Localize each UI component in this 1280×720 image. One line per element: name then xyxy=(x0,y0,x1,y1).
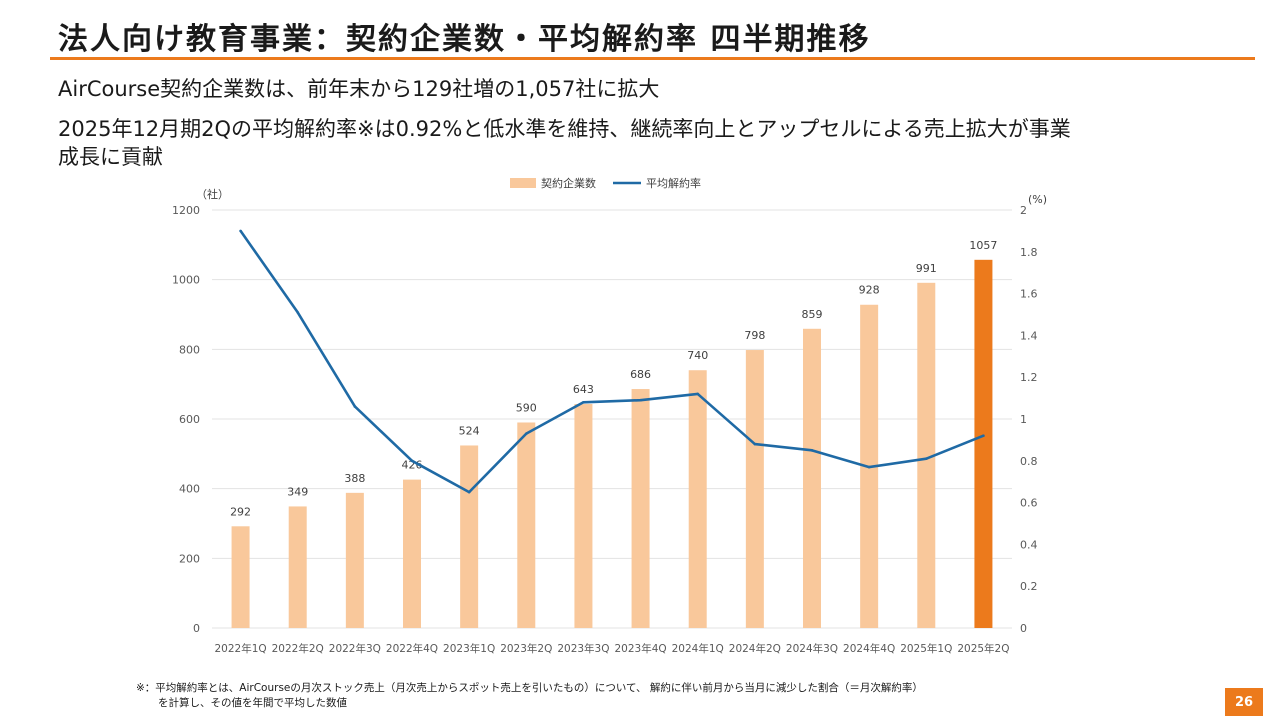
y-left-tick-label: 0 xyxy=(193,622,200,635)
line-point xyxy=(410,459,414,463)
y-right-tick-label: 1.6 xyxy=(1020,288,1038,301)
x-tick-label: 2022年3Q xyxy=(329,642,381,655)
bar-data-label: 1057 xyxy=(969,239,997,252)
line-series-平均解約率 xyxy=(239,230,984,494)
line-point xyxy=(467,490,471,494)
y-left-tick-label: 1000 xyxy=(172,274,200,287)
y-right-tick-label: 0.2 xyxy=(1020,580,1038,593)
bar-2024年1Q xyxy=(688,370,707,628)
y-left-tick-label: 200 xyxy=(179,552,200,565)
y-left-tick-label: 1200 xyxy=(172,204,200,217)
y-left-unit: （社） xyxy=(196,187,229,201)
legend-label-bar: 契約企業数 xyxy=(541,176,596,190)
x-tick-label: 2023年1Q xyxy=(443,642,495,655)
bar-2025年2Q xyxy=(974,259,993,628)
page-title: 法人向け教育事業：契約企業数・平均解約率 四半期推移 xyxy=(58,22,871,57)
y-right-tick-label: 0.6 xyxy=(1020,497,1038,510)
line-point xyxy=(982,434,985,438)
y-right-tick-label: 2 xyxy=(1020,204,1027,217)
bar-data-label: 928 xyxy=(859,284,880,297)
x-tick-label: 2024年3Q xyxy=(786,642,838,655)
bar-2025年1Q xyxy=(917,282,936,628)
line-point xyxy=(696,392,700,396)
x-tick-label: 2024年1Q xyxy=(672,642,724,655)
x-tick-label: 2022年4Q xyxy=(386,642,438,655)
legend-swatch-bar xyxy=(510,178,536,188)
summary-line-2: 2025年12月期2Qの平均解約率※は0.92%と低水準を維持、継続率向上とアッ… xyxy=(58,117,1071,141)
summary-line-1: AirCourse契約企業数は、前年末から129社増の1,057社に拡大 xyxy=(58,77,660,101)
line-point xyxy=(867,465,871,469)
y-left-tick-label: 800 xyxy=(179,343,200,356)
y-right-tick-label: 1.8 xyxy=(1020,246,1038,259)
y-right-tick-label: 1.4 xyxy=(1020,329,1038,342)
bar-2022年3Q xyxy=(345,492,364,628)
x-tick-label: 2024年2Q xyxy=(729,642,781,655)
x-tick-label: 2023年4Q xyxy=(614,642,666,655)
line-point xyxy=(810,449,814,452)
footnote: ※：平均解約率とは、AirCourseの月次ストック売上（月次売上からスポット売… xyxy=(136,681,923,711)
x-tick-label: 2022年2Q xyxy=(272,642,324,655)
x-tick-label: 2024年4Q xyxy=(843,642,895,655)
bar-data-label: 426 xyxy=(402,459,423,472)
bar-2023年4Q xyxy=(631,389,650,628)
bar-2024年2Q xyxy=(745,350,764,628)
line-point xyxy=(296,311,300,314)
y-right-tick-label: 1.2 xyxy=(1020,371,1038,384)
y-right-tick-label: 1 xyxy=(1020,413,1027,426)
footnote-line-1: ※：平均解約率とは、AirCourseの月次ストック売上（月次売上からスポット売… xyxy=(136,682,923,694)
line-point xyxy=(582,400,585,404)
bar-2022年1Q xyxy=(231,526,250,628)
bar-data-label: 388 xyxy=(344,472,365,485)
legend-label-line: 平均解約率 xyxy=(646,176,701,190)
footnote-line-2: を計算し、その値を年間で平均した数値 xyxy=(158,697,347,709)
line-point xyxy=(924,457,928,461)
bar-data-label: 686 xyxy=(630,368,651,381)
page-number: 26 xyxy=(1225,688,1263,716)
bar-data-label: 643 xyxy=(573,383,594,396)
bar-2023年2Q xyxy=(517,422,536,628)
line-point xyxy=(753,442,757,446)
line-point xyxy=(524,432,528,435)
bar-2023年1Q xyxy=(460,445,479,628)
bar-2022年2Q xyxy=(288,506,307,628)
line-point xyxy=(239,229,242,233)
x-tick-label: 2023年2Q xyxy=(500,642,552,655)
x-tick-label: 2022年1Q xyxy=(214,642,266,655)
x-tick-label: 2023年3Q xyxy=(557,642,609,655)
summary-line-3: 成長に貢献 xyxy=(58,145,163,169)
x-tick-label: 2025年1Q xyxy=(900,642,952,655)
combo-chart: 0 200 400 600 800 1000 1200 0 0.2 0.4 0.6 0.8 1 1.2 1.… xyxy=(172,176,1047,655)
y-right-tick-label: 0 xyxy=(1020,622,1027,635)
y-right-tick-label: 0.8 xyxy=(1020,455,1038,468)
bar-2022年4Q xyxy=(403,479,421,628)
bar-data-label: 524 xyxy=(459,424,480,437)
x-tick-label: 2025年2Q xyxy=(957,642,1009,655)
title-divider xyxy=(50,57,1255,60)
bar-2023年3Q xyxy=(574,404,593,628)
y-right-unit: (%) xyxy=(1028,193,1047,206)
line-point xyxy=(353,405,357,408)
bar-data-label: 292 xyxy=(230,505,251,518)
bar-data-label: 349 xyxy=(287,485,308,498)
bar-data-label: 798 xyxy=(744,329,765,342)
y-right-tick-label: 0.4 xyxy=(1020,538,1038,551)
bar-2024年3Q xyxy=(803,328,821,628)
y-left-tick-label: 600 xyxy=(179,413,200,426)
bar-data-label: 991 xyxy=(916,262,937,275)
bar-data-label: 740 xyxy=(687,349,708,362)
bar-data-label: 590 xyxy=(516,401,537,414)
bar-data-label: 859 xyxy=(802,308,823,321)
line-point xyxy=(639,398,642,402)
y-left-tick-label: 400 xyxy=(179,483,200,496)
